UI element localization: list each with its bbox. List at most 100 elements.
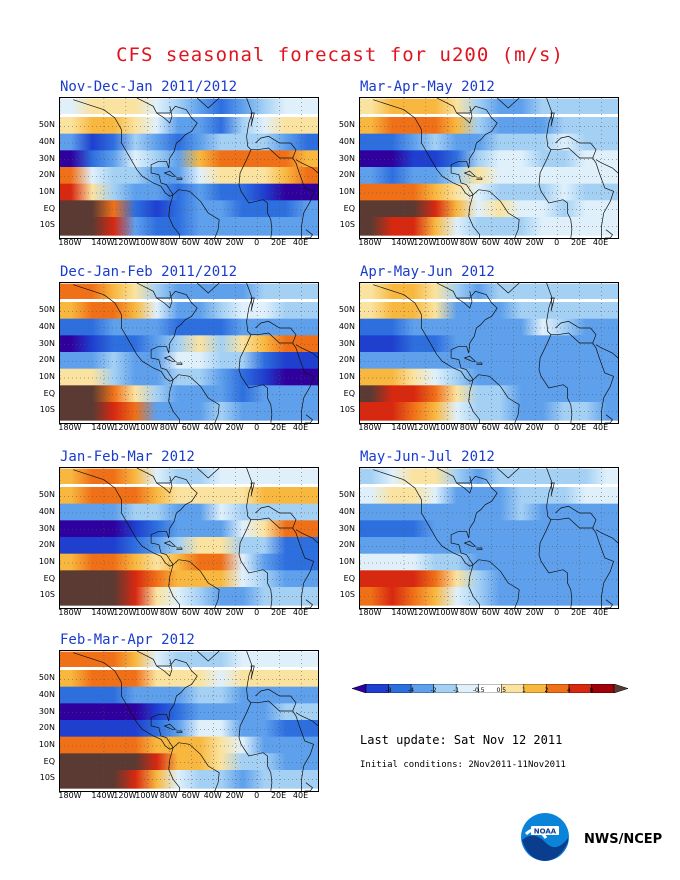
coastline — [595, 159, 618, 174]
panel-title: Feb-Mar-Apr 2012 — [60, 632, 195, 648]
coastline — [456, 106, 473, 124]
forecast-panel: Jan-Feb-Mar 2012 50N 40N 30N 20N 10N EQ 10S 180W… — [39, 449, 319, 617]
longitude-labels: 180W 140W 120W 100W 80W 60W 40W 20W 0 20E 40E — [358, 608, 619, 619]
latitude-label: EQ — [343, 388, 355, 398]
coastline — [292, 710, 315, 791]
longitude-label: 0 — [254, 608, 260, 617]
coastline — [238, 283, 273, 423]
field-band — [60, 98, 318, 114]
coastline — [496, 283, 520, 294]
latitude-label: 40N — [38, 690, 55, 699]
coastline — [476, 177, 483, 181]
latitude-label: 10S — [339, 220, 355, 230]
longitude-label: 60W — [181, 791, 200, 800]
latitude-label: 20N — [338, 355, 355, 365]
figure-title: CFS seasonal forecast for u200 (m/s) — [116, 44, 564, 66]
coastline — [476, 362, 483, 366]
forecast-map — [59, 97, 319, 239]
coastline — [164, 355, 177, 362]
longitude-labels: 180W 140W 120W 100W 80W 60W 40W 20W 0 20E 40E — [358, 423, 619, 434]
colorbar-tick-label: 8 — [589, 687, 594, 694]
longitude-label: 20W — [225, 238, 244, 247]
coastline — [176, 362, 183, 366]
latitude-label: EQ — [43, 756, 55, 766]
forecast-panel: Mar-Apr-May 2012 50N 40N 30N 20N 10N EQ 10S 180W… — [339, 79, 619, 247]
coastline — [592, 527, 615, 608]
latitude-label: 10S — [39, 773, 55, 783]
latitude-label: 20N — [38, 723, 55, 733]
longitude-label: 140W — [391, 238, 415, 247]
coastline — [551, 135, 597, 159]
colorbar-segment — [591, 683, 615, 694]
latitude-label: 10N — [38, 187, 55, 196]
latitude-label: 50N — [38, 305, 55, 315]
coastline — [176, 547, 183, 551]
field-band — [60, 651, 318, 667]
coastline — [164, 723, 177, 730]
latitude-label: 10N — [38, 557, 55, 566]
forecast-map — [59, 650, 319, 792]
coastline — [550, 112, 555, 127]
longitude-label: 100W — [435, 608, 459, 617]
longitude-label: 40E — [592, 608, 609, 617]
coastline — [164, 540, 177, 547]
coastline — [592, 157, 615, 238]
latitude-label: 10N — [338, 187, 355, 196]
coastline — [464, 540, 477, 547]
longitude-labels: 180W 140W 120W 100W 80W 60W 40W 20W 0 20E 40E — [358, 238, 619, 249]
latitude-labels: 50N 40N 30N 20N 10N EQ 10S — [329, 97, 355, 237]
coastline — [292, 342, 315, 423]
longitude-label: 0 — [254, 238, 260, 247]
coastline — [196, 651, 220, 662]
latitude-label: 30N — [338, 153, 355, 163]
colorbar-tick-label: -2 — [430, 687, 437, 694]
coastline — [168, 374, 220, 423]
longitude-labels: 180W 140W 120W 100W 80W 60W 40W 20W 0 20E 40E — [58, 608, 319, 619]
longitude-label: 20E — [570, 423, 587, 432]
longitude-label: 80W — [159, 423, 178, 432]
credit-label: NWS/NCEP — [584, 832, 663, 847]
colorbar-tick-label: 1 — [521, 687, 526, 694]
coastline — [168, 742, 220, 791]
latitude-label: 10N — [338, 372, 355, 381]
coastline — [595, 529, 618, 544]
latitude-label: 40N — [38, 322, 55, 331]
forecast-map — [359, 282, 619, 424]
field-band — [360, 468, 618, 484]
latitude-label: 20N — [38, 540, 55, 550]
longitude-label: 40W — [203, 238, 222, 247]
latitude-label: 50N — [38, 490, 55, 500]
u200-field-map — [60, 283, 318, 423]
latitude-labels: 50N 40N 30N 20N 10N EQ 10S — [29, 467, 55, 607]
longitude-label: 100W — [135, 791, 159, 800]
colorbar-tick-label: -1 — [453, 687, 460, 694]
longitude-label: 40W — [203, 791, 222, 800]
coastline — [196, 98, 220, 109]
longitude-label: 140W — [91, 791, 115, 800]
longitude-label: 40E — [292, 608, 309, 617]
forecast-map — [59, 467, 319, 609]
longitude-labels: 180W 140W 120W 100W 80W 60W 40W 20W 0 20E 40E — [58, 238, 319, 249]
latitude-labels: 50N 40N 30N 20N 10N EQ 10S — [329, 282, 355, 422]
longitude-label: 60W — [181, 423, 200, 432]
coastline — [464, 170, 477, 177]
coastline — [456, 476, 473, 494]
u200-field-map — [60, 651, 318, 791]
longitude-label: 20E — [270, 608, 287, 617]
coastline — [196, 283, 220, 294]
longitude-label: 20E — [570, 608, 587, 617]
longitude-label: 0 — [554, 238, 560, 247]
longitude-label: 0 — [554, 608, 560, 617]
coastline — [176, 177, 183, 181]
last-update-text: Last update: Sat Nov 12 2011 — [360, 733, 563, 747]
latitude-label: 50N — [338, 305, 355, 315]
coastline — [304, 782, 313, 791]
longitude-label: 60W — [181, 608, 200, 617]
coastline — [250, 112, 255, 127]
coastline — [156, 291, 173, 309]
coastline — [550, 297, 555, 312]
latitude-label: EQ — [343, 573, 355, 583]
latitude-labels: 50N 40N 30N 20N 10N EQ 10S — [29, 650, 55, 790]
coastline — [292, 527, 315, 608]
latitude-label: 10S — [39, 405, 55, 415]
